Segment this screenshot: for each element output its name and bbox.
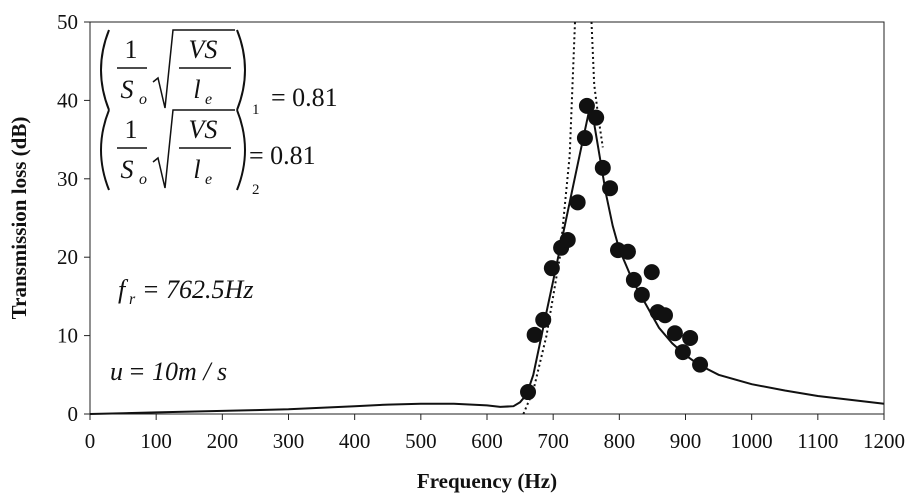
data-point (520, 384, 537, 401)
note-symbol: u (110, 357, 123, 386)
formula-text: = 0.81 (271, 83, 338, 112)
formula-text: VS (189, 35, 218, 64)
x-tick-label: 1100 (797, 429, 838, 453)
data-point (674, 344, 691, 361)
x-tick-label: 900 (670, 429, 702, 453)
line-series (522, 21, 604, 415)
note-text: = 762.5Hz (142, 275, 253, 304)
x-tick-label: 1000 (731, 429, 773, 453)
data-point (526, 326, 543, 343)
formula-text: 2 (252, 182, 260, 198)
data-point (625, 271, 642, 288)
x-tick-label: 500 (405, 429, 437, 453)
data-point (602, 180, 619, 197)
formula-text: 1 (125, 115, 138, 144)
formula-text: e (205, 171, 212, 188)
data-point (692, 356, 709, 373)
data-point (666, 325, 683, 342)
note-symbol: f (118, 275, 129, 304)
paren (100, 109, 110, 191)
formula-text: S (121, 75, 134, 104)
x-tick-label: 700 (537, 429, 569, 453)
x-tick-label: 300 (273, 429, 305, 453)
data-point (576, 130, 593, 147)
formula-text: o (139, 171, 147, 188)
y-tick-label: 30 (57, 167, 78, 191)
data-point (594, 159, 611, 176)
formula-text: e (205, 91, 212, 108)
radical (152, 29, 235, 109)
note-sub: r (129, 291, 136, 308)
data-point (535, 311, 552, 328)
x-tick-label: 800 (604, 429, 636, 453)
formula-text: o (139, 91, 147, 108)
formula-text: VS (189, 115, 218, 144)
x-tick-label: 600 (471, 429, 503, 453)
plot-frame (89, 21, 885, 415)
formula-text: = 0.81 (249, 141, 316, 170)
y-tick-label: 10 (57, 324, 78, 348)
radical (152, 109, 235, 189)
x-tick-label: 200 (207, 429, 239, 453)
x-tick-label: 400 (339, 429, 371, 453)
data-point (619, 243, 636, 260)
formula-text: l (193, 75, 200, 104)
x-tick-label: 100 (140, 429, 172, 453)
data-point (543, 260, 560, 277)
note-text: = 10m / s (128, 357, 227, 386)
data-point (569, 194, 586, 211)
data-point (588, 109, 605, 126)
data-point (682, 329, 699, 346)
data-point (656, 307, 673, 324)
y-axis-label: Transmission loss (dB) (7, 117, 31, 320)
y-tick-label: 40 (57, 88, 78, 112)
x-tick-label: 0 (85, 429, 96, 453)
formula-text: S (121, 155, 134, 184)
formula-text: l (193, 155, 200, 184)
formula-text: 1 (252, 102, 260, 118)
paren (236, 109, 246, 191)
data-point (643, 264, 660, 281)
y-tick-label: 20 (57, 245, 78, 269)
formula-text: 1 (125, 35, 138, 64)
y-tick-label: 50 (57, 10, 78, 34)
y-tick-label: 0 (68, 402, 79, 426)
x-tick-label: 1200 (863, 429, 905, 453)
data-point (633, 286, 650, 303)
data-point (559, 231, 576, 248)
paren (100, 29, 110, 111)
x-axis-label: Frequency (Hz) (417, 469, 557, 493)
data-point (578, 97, 595, 114)
paren (236, 29, 246, 111)
